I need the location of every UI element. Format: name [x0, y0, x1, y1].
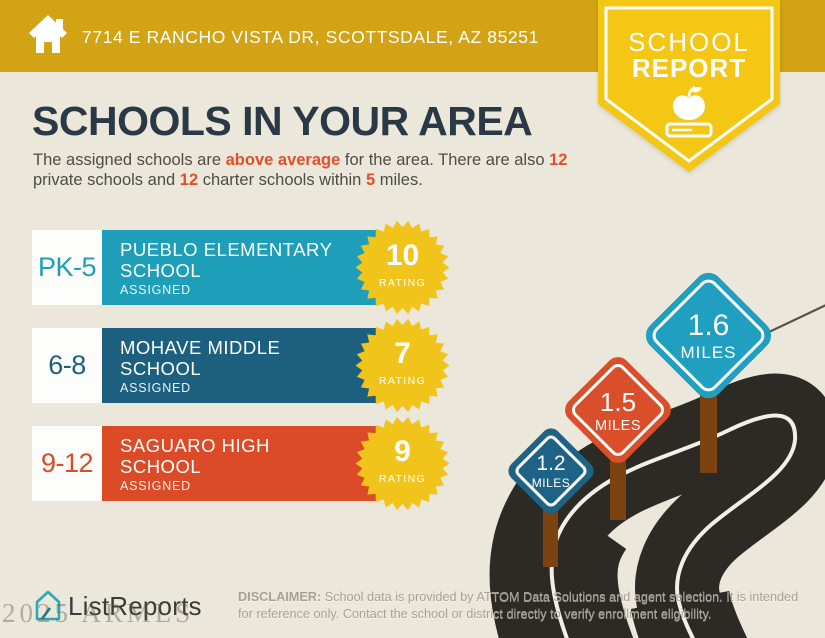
svg-text:RATING: RATING: [379, 473, 426, 485]
school-card-middle: 6-8 MOHAVE MIDDLE SCHOOL ASSIGNED 7 RATIN…: [32, 318, 452, 413]
grade-range-box: PK-5: [32, 230, 102, 305]
page-title: SCHOOLS IN YOUR AREA: [32, 98, 533, 144]
ribbon-title-line2: REPORT: [631, 53, 747, 83]
grade-range: 9-12: [40, 448, 94, 478]
ribbon-banner-shape: [598, 0, 780, 172]
school-name: SAGUARO HIGH SCHOOL: [120, 434, 270, 477]
assigned-label: ASSIGNED: [120, 478, 191, 493]
rating-badge: 9 RATING: [355, 416, 450, 511]
property-address: 7714 E RANCHO VISTA DR, SCOTTSDALE, AZ 8…: [82, 27, 539, 47]
home-icon: [29, 15, 67, 53]
rating-badge: 10 RATING: [355, 220, 450, 315]
grade-range: 6-8: [48, 350, 86, 380]
school-name-bar: SAGUARO HIGH SCHOOL ASSIGNED: [102, 426, 376, 501]
grade-range-box: 9-12: [32, 426, 102, 501]
grade-range: PK-5: [37, 252, 97, 282]
svg-text:10: 10: [386, 239, 419, 272]
svg-text:9: 9: [394, 435, 411, 468]
school-name: PUEBLO ELEMENTARY SCHOOL: [120, 238, 333, 281]
grade-range-box: 6-8: [32, 328, 102, 403]
school-name-bar: MOHAVE MIDDLE SCHOOL ASSIGNED: [102, 328, 376, 403]
svg-text:RATING: RATING: [379, 375, 426, 387]
svg-text:7: 7: [394, 337, 411, 370]
intro-paragraph: The assigned schools are above average f…: [33, 151, 568, 189]
rating-badge: 7 RATING: [355, 318, 450, 413]
school-name-bar: PUEBLO ELEMENTARY SCHOOL ASSIGNED: [102, 230, 376, 305]
diamond-sign: 1.6 MILES: [639, 266, 778, 405]
school-name: MOHAVE MIDDLE SCHOOL: [120, 336, 281, 379]
svg-text:RATING: RATING: [379, 277, 426, 289]
apple-on-book-icon: [665, 85, 713, 138]
assigned-label: ASSIGNED: [120, 282, 191, 297]
diamond-sign: 1.5 MILES: [560, 352, 676, 468]
school-card-high: 9-12 SAGUARO HIGH SCHOOL ASSIGNED 9 RATIN…: [32, 416, 452, 511]
sign-label: 1.6 MILES: [680, 308, 737, 362]
school-card-elementary: PK-5 PUEBLO ELEMENTARY SCHOOL ASSIGNED 10…: [32, 220, 452, 315]
sign-label: 1.5 MILES: [594, 386, 641, 434]
assigned-label: ASSIGNED: [120, 380, 191, 395]
ribbon-title-line1: SCHOOL: [628, 27, 750, 57]
school-report-ribbon: SCHOOL REPORT: [598, 0, 780, 173]
sign-label: 1.2 MILES: [531, 452, 571, 490]
road-center-line: [549, 413, 798, 638]
